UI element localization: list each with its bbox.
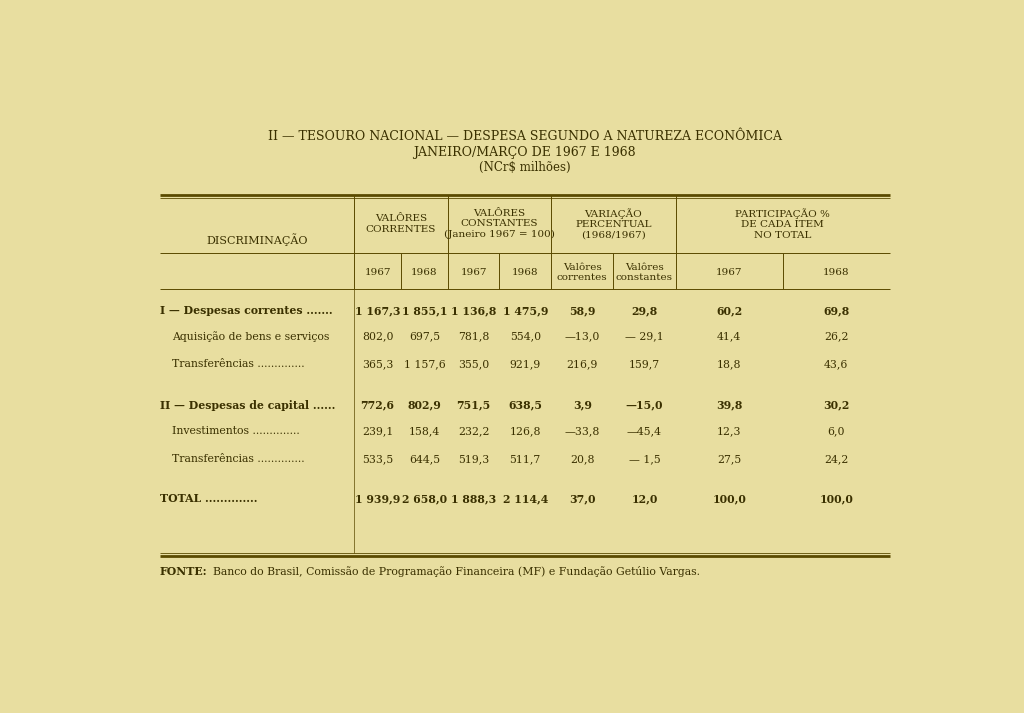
Text: 519,3: 519,3 bbox=[458, 454, 489, 464]
Text: 1967: 1967 bbox=[716, 267, 742, 277]
Text: 2 114,4: 2 114,4 bbox=[503, 493, 548, 504]
Text: —33,8: —33,8 bbox=[564, 426, 600, 436]
Text: 6,0: 6,0 bbox=[827, 426, 845, 436]
Text: 41,4: 41,4 bbox=[717, 332, 741, 342]
Text: 12,0: 12,0 bbox=[631, 493, 657, 504]
Text: DISCRIMINAÇÃO: DISCRIMINAÇÃO bbox=[206, 233, 307, 246]
Text: Aquisição de bens e serviços: Aquisição de bens e serviços bbox=[172, 331, 329, 342]
Text: 29,8: 29,8 bbox=[632, 305, 657, 316]
Text: 1968: 1968 bbox=[412, 267, 437, 277]
Text: 1 855,1: 1 855,1 bbox=[401, 305, 447, 316]
Text: JANEIRO/MARÇO DE 1967 E 1968: JANEIRO/MARÇO DE 1967 E 1968 bbox=[414, 146, 636, 159]
Text: 697,5: 697,5 bbox=[409, 332, 440, 342]
Text: 1968: 1968 bbox=[512, 267, 539, 277]
Text: 1 167,3: 1 167,3 bbox=[355, 305, 400, 316]
Text: 69,8: 69,8 bbox=[823, 305, 850, 316]
Text: 772,6: 772,6 bbox=[360, 399, 394, 411]
Text: 644,5: 644,5 bbox=[409, 454, 440, 464]
Text: 1968: 1968 bbox=[823, 267, 850, 277]
Text: Banco do Brasil, Comissão de Programação Financeira (MF) e Fundação Getúlio Varg: Banco do Brasil, Comissão de Programação… bbox=[206, 566, 699, 577]
Text: 802,0: 802,0 bbox=[361, 332, 393, 342]
Text: 365,3: 365,3 bbox=[361, 359, 393, 369]
Text: 126,8: 126,8 bbox=[510, 426, 541, 436]
Text: 24,2: 24,2 bbox=[824, 454, 849, 464]
Text: (NCr$ milhões): (NCr$ milhões) bbox=[479, 161, 570, 174]
Text: PARTICIPAÇÃO %
DE CADA ITEM
NO TOTAL: PARTICIPAÇÃO % DE CADA ITEM NO TOTAL bbox=[735, 208, 830, 240]
Text: 1 475,9: 1 475,9 bbox=[503, 305, 548, 316]
Text: TOTAL ..............: TOTAL .............. bbox=[160, 493, 257, 504]
Text: 2 658,0: 2 658,0 bbox=[401, 493, 446, 504]
Text: 3,9: 3,9 bbox=[572, 399, 592, 411]
Text: 26,2: 26,2 bbox=[824, 332, 849, 342]
Text: 554,0: 554,0 bbox=[510, 332, 541, 342]
Text: 921,9: 921,9 bbox=[510, 359, 541, 369]
Text: 58,9: 58,9 bbox=[569, 305, 595, 316]
Text: FONTE:: FONTE: bbox=[160, 566, 208, 577]
Text: Investimentos ..............: Investimentos .............. bbox=[172, 426, 299, 436]
Text: II — TESOURO NACIONAL — DESPESA SEGUNDO A NATUREZA ECONÔMICA: II — TESOURO NACIONAL — DESPESA SEGUNDO … bbox=[268, 130, 781, 143]
Text: 1 939,9: 1 939,9 bbox=[355, 493, 400, 504]
Text: 355,0: 355,0 bbox=[458, 359, 489, 369]
Text: 43,6: 43,6 bbox=[824, 359, 849, 369]
Text: 216,9: 216,9 bbox=[566, 359, 598, 369]
Text: 60,2: 60,2 bbox=[716, 305, 742, 316]
Text: 533,5: 533,5 bbox=[361, 454, 393, 464]
Text: Valôres
constantes: Valôres constantes bbox=[615, 262, 673, 282]
Text: 158,4: 158,4 bbox=[409, 426, 440, 436]
Text: VALÔRES
CONSTANTES
(Janeiro 1967 = 100): VALÔRES CONSTANTES (Janeiro 1967 = 100) bbox=[444, 209, 555, 239]
Text: 12,3: 12,3 bbox=[717, 426, 741, 436]
Text: 100,0: 100,0 bbox=[819, 493, 853, 504]
Text: 1967: 1967 bbox=[365, 267, 391, 277]
Text: II — Despesas de capital ......: II — Despesas de capital ...... bbox=[160, 399, 335, 411]
Text: 1 888,3: 1 888,3 bbox=[451, 493, 497, 504]
Text: 18,8: 18,8 bbox=[717, 359, 741, 369]
Text: VARIAÇÃO
PERCENTUAL
(1968/1967): VARIAÇÃO PERCENTUAL (1968/1967) bbox=[575, 208, 651, 240]
Text: — 1,5: — 1,5 bbox=[629, 454, 660, 464]
Text: 1 136,8: 1 136,8 bbox=[451, 305, 497, 316]
Text: 37,0: 37,0 bbox=[569, 493, 595, 504]
Text: Transferências ..............: Transferências .............. bbox=[172, 454, 304, 464]
Text: 638,5: 638,5 bbox=[508, 399, 542, 411]
Text: Transferências ..............: Transferências .............. bbox=[172, 359, 304, 369]
Text: 30,2: 30,2 bbox=[823, 399, 850, 411]
Text: 100,0: 100,0 bbox=[713, 493, 746, 504]
Text: 1967: 1967 bbox=[461, 267, 486, 277]
Text: I — Despesas correntes .......: I — Despesas correntes ....... bbox=[160, 305, 333, 316]
Text: 39,8: 39,8 bbox=[716, 399, 742, 411]
Text: —45,4: —45,4 bbox=[627, 426, 662, 436]
Text: 239,1: 239,1 bbox=[361, 426, 393, 436]
Text: — 29,1: — 29,1 bbox=[625, 332, 664, 342]
Text: 781,8: 781,8 bbox=[458, 332, 489, 342]
Text: Valôres
correntes: Valôres correntes bbox=[557, 262, 607, 282]
Text: 20,8: 20,8 bbox=[570, 454, 594, 464]
Text: 1 157,6: 1 157,6 bbox=[403, 359, 445, 369]
Text: 751,5: 751,5 bbox=[457, 399, 490, 411]
Text: 27,5: 27,5 bbox=[717, 454, 741, 464]
Text: 802,9: 802,9 bbox=[408, 399, 441, 411]
Text: —15,0: —15,0 bbox=[626, 399, 664, 411]
Text: —13,0: —13,0 bbox=[564, 332, 600, 342]
Text: 159,7: 159,7 bbox=[629, 359, 660, 369]
Text: VALÔRES
CORRENTES: VALÔRES CORRENTES bbox=[366, 214, 436, 234]
Text: 511,7: 511,7 bbox=[510, 454, 541, 464]
Text: 232,2: 232,2 bbox=[458, 426, 489, 436]
